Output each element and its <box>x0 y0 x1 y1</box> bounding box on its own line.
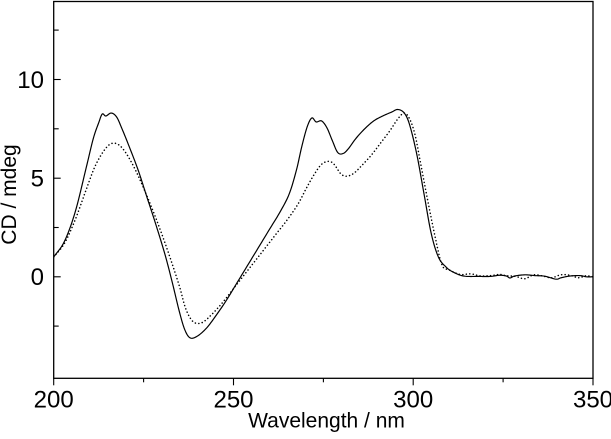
svg-text:Wavelength / nm: Wavelength / nm <box>248 410 405 433</box>
svg-text:350: 350 <box>573 387 611 414</box>
svg-text:200: 200 <box>34 387 74 414</box>
svg-text:5: 5 <box>31 166 44 193</box>
svg-text:CD / mdeg: CD / mdeg <box>0 144 21 244</box>
svg-text:0: 0 <box>31 264 44 291</box>
svg-text:10: 10 <box>17 67 44 94</box>
